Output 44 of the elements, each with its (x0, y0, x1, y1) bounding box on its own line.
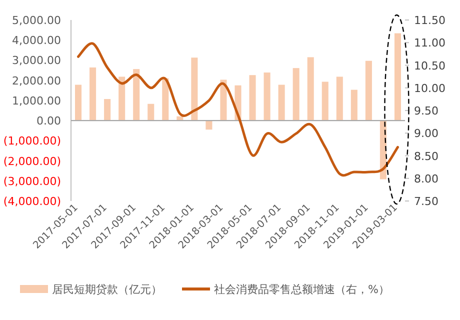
bar (264, 72, 270, 121)
bar (394, 33, 402, 121)
bar (220, 80, 227, 121)
bar (133, 69, 140, 121)
legend-label: 社会消费品零售总额增速（右，%） (214, 283, 390, 296)
legend-item: 社会消费品零售总额增速（右，%） (182, 283, 390, 296)
bar (322, 82, 328, 121)
y-tick-label: 5,000.00 (12, 14, 61, 27)
y-tick-label: (3,000.00) (3, 174, 61, 188)
y2-tick-label: 9.00 (414, 127, 438, 140)
bar (249, 75, 256, 121)
bar (118, 76, 126, 121)
bar (104, 99, 111, 121)
y2-tick-label: 10.50 (414, 59, 446, 72)
y2-tick-label: 8.50 (414, 150, 438, 163)
y-tick-label: (4,000.00) (3, 195, 61, 208)
y2-tick-label: 9.50 (414, 104, 438, 118)
bar (90, 67, 96, 121)
bar (74, 84, 82, 121)
y2-tick-label: 11.50 (414, 14, 446, 27)
y-tick-label: 0.00 (36, 114, 61, 128)
bar (162, 78, 169, 121)
y-tick-label: 3,000.00 (12, 54, 61, 68)
bar (336, 76, 343, 121)
y2-tick-label: 10.00 (414, 82, 446, 95)
y-tick-label: 2,000.00 (12, 74, 61, 88)
bar (292, 68, 300, 121)
y2-tick-label: 7.50 (414, 195, 438, 208)
bar (350, 90, 358, 121)
y-tick-label: (2,000.00) (3, 154, 61, 168)
bar (365, 60, 372, 121)
bar (307, 57, 314, 121)
bar (148, 104, 154, 121)
y2-tick-label: 11.00 (414, 36, 446, 50)
bar (278, 84, 285, 121)
bar (191, 58, 198, 121)
legend-item: 居民短期贷款（亿元） (20, 283, 162, 296)
bar (206, 120, 212, 130)
y-tick-label: 1,000.00 (12, 94, 61, 108)
line-series (77, 42, 399, 176)
legend-label: 居民短期贷款（亿元） (52, 283, 162, 296)
y-tick-label: (1,000.00) (3, 134, 61, 148)
y2-tick-label: 8.00 (414, 172, 438, 186)
y-tick-label: 4,000.00 (12, 34, 61, 48)
